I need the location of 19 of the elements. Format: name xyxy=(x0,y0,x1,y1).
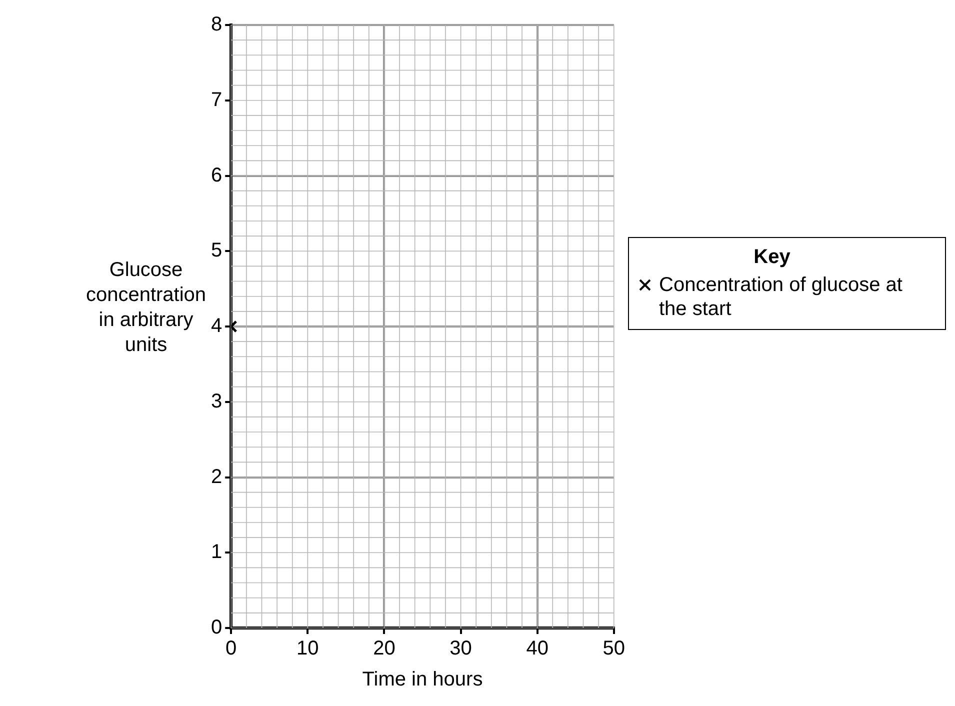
y-tick-label: 5 xyxy=(211,240,222,262)
y-tick-label: 0 xyxy=(211,616,222,639)
y-axis-title: Glucose concentration in arbitrary units xyxy=(86,259,206,356)
legend-label: Concentration of glucose at the start xyxy=(659,273,904,321)
y-tick-label: 8 xyxy=(211,14,222,36)
y-tick-label: 3 xyxy=(211,390,222,412)
x-tick-label: 50 xyxy=(602,638,625,660)
y-tick-label: 2 xyxy=(211,466,222,488)
x-tick-label: 20 xyxy=(373,638,396,660)
x-tick-label: 0 xyxy=(226,638,237,660)
y-tick-label: 4 xyxy=(211,315,222,338)
y-tick-label: 1 xyxy=(211,541,222,564)
x-axis-title: Time in hours xyxy=(362,668,483,691)
x-tick-label: 10 xyxy=(296,638,319,660)
legend-title: Key xyxy=(752,246,792,269)
x-tick-label: 40 xyxy=(526,638,548,660)
y-tick-label: 6 xyxy=(211,164,222,186)
y-tick-label: 7 xyxy=(211,88,222,111)
x-tick-label: 30 xyxy=(450,638,472,660)
